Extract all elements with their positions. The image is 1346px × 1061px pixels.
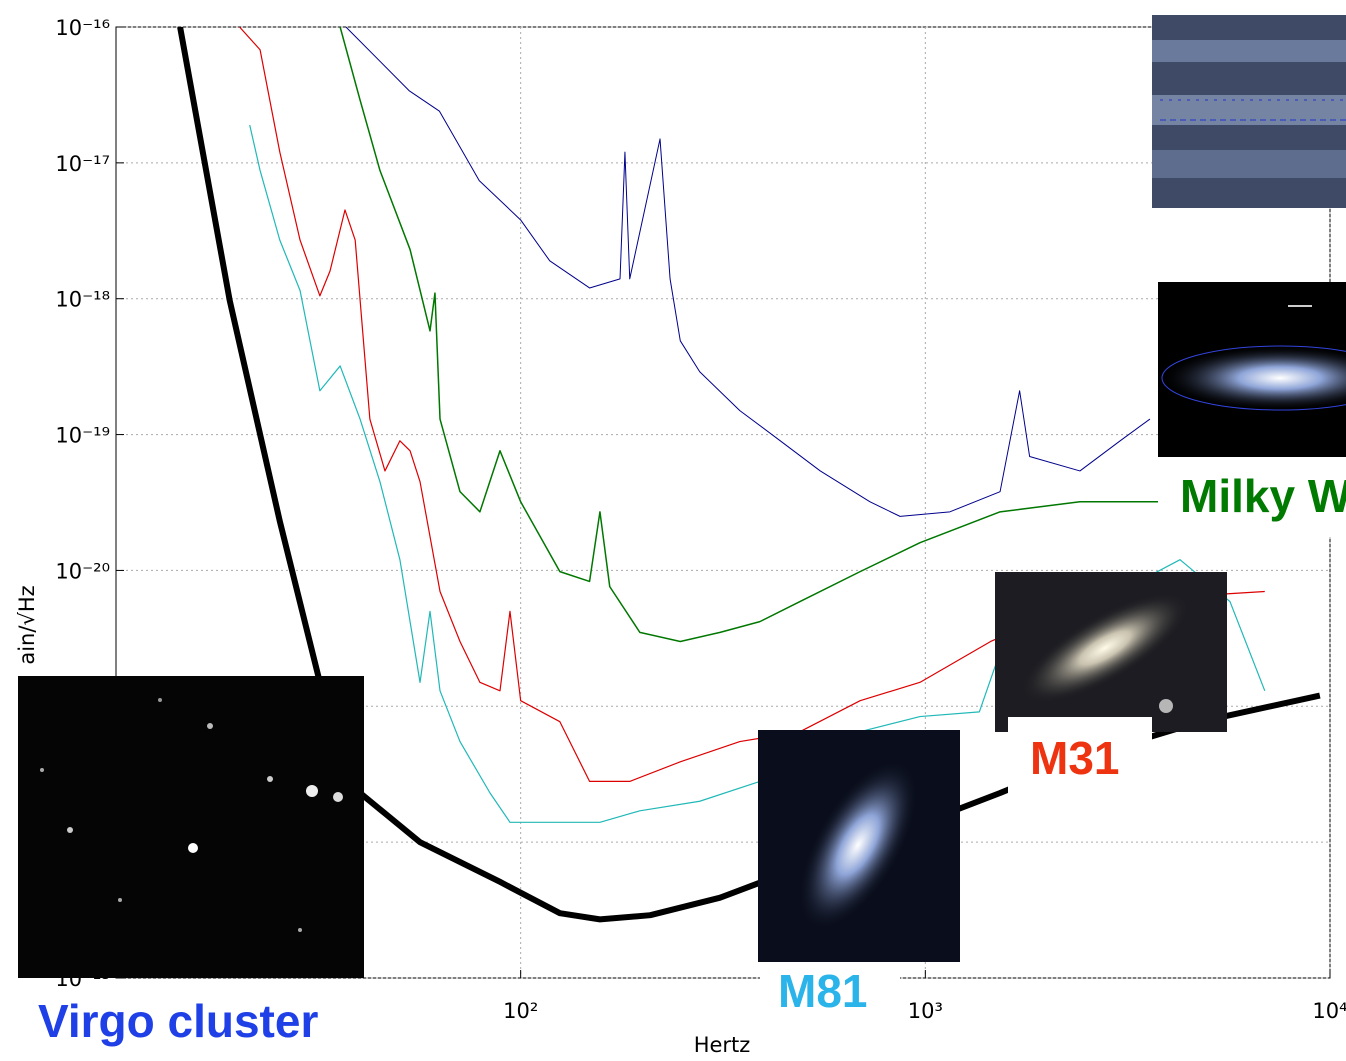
y-tick-label: 10⁻¹⁷ bbox=[55, 152, 110, 176]
photo-m81 bbox=[758, 730, 960, 962]
x-tick-label: 10³ bbox=[908, 999, 943, 1023]
annotation: M81 bbox=[778, 965, 867, 1017]
y-tick-label: 10⁻¹⁹ bbox=[55, 424, 110, 448]
y-axis-label: ain/√Hz bbox=[15, 585, 39, 664]
photo-virgo-cluster bbox=[18, 676, 364, 978]
x-tick-label: 10⁴ bbox=[1312, 999, 1346, 1023]
photo-m31 bbox=[995, 572, 1227, 732]
x-tick-label: 10² bbox=[503, 999, 538, 1023]
chart: 10⁻¹⁶10⁻¹⁷10⁻¹⁸10⁻¹⁹10⁻²⁰10⁻²¹10⁻²²10⁻²³… bbox=[0, 0, 1346, 1061]
photo-milky-way bbox=[1158, 282, 1346, 457]
y-tick-label: 10⁻¹⁶ bbox=[55, 16, 110, 40]
x-axis-label: Hertz bbox=[694, 1033, 751, 1057]
y-tick-label: 10⁻¹⁸ bbox=[55, 288, 110, 312]
annotation: Milky W bbox=[1180, 470, 1346, 522]
y-tick-label: 10⁻²⁰ bbox=[55, 559, 110, 583]
photo-top-right bbox=[1152, 15, 1346, 208]
annotation: M31 bbox=[1030, 732, 1119, 784]
annotation: Virgo cluster bbox=[38, 995, 318, 1047]
